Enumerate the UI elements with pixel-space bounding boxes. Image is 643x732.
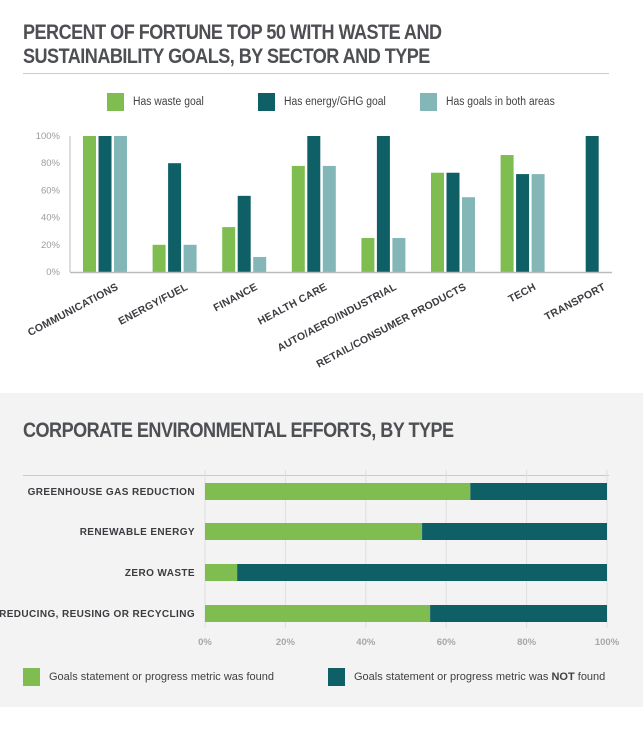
corporate-efforts-panel: CORPORATE ENVIRONMENTAL EFFORTS, BY TYPE: [0, 393, 643, 707]
bar-segment-not-found: [422, 523, 607, 540]
bar-energy: [307, 136, 321, 272]
x-tick-label: 60%: [437, 637, 457, 648]
legend-swatch-energy: [258, 93, 275, 111]
bar-waste: [152, 244, 166, 272]
x-tick-label: 40%: [356, 637, 376, 648]
bar-segment-found: [205, 523, 423, 540]
bar-segment-not-found: [430, 605, 607, 622]
chart-1-title: PERCENT OF FORTUNE TOP 50 WITH WASTE AND…: [23, 21, 442, 69]
chart-1-title-divider: [23, 73, 609, 74]
x-category-label: FINANCE: [212, 281, 260, 314]
y-category-label: RENEWABLE ENERGY: [80, 527, 195, 538]
legend-label-energy: Has energy/GHG goal: [284, 96, 386, 108]
bar-both: [114, 136, 127, 272]
y-tick-label: 0%: [46, 267, 60, 278]
bar-waste: [361, 238, 375, 272]
legend-label-not-found-prefix: Goals statement or progress metric was: [354, 671, 552, 683]
corporate-efforts-stacked-bar-chart: GREENHOUSE GAS REDUCTION RENEWABLE ENERGY…: [0, 470, 620, 648]
bar-both: [322, 165, 336, 272]
legend-swatch-waste: [107, 93, 124, 111]
bar-energy: [446, 172, 460, 272]
y-tick-label: 20%: [41, 240, 61, 251]
chart-1-title-line-2: SUSTAINABILITY GOALS, BY SECTOR AND TYPE: [23, 45, 430, 68]
bar-waste: [222, 227, 236, 272]
legend-item-waste: Has waste goal: [107, 93, 212, 111]
x-category-label: COMMUNICATIONS: [26, 281, 120, 339]
y-category-label: ZERO WASTE: [125, 568, 195, 579]
bar-energy: [585, 136, 599, 272]
legend-label-not-found: Goals statement or progress metric was N…: [354, 671, 605, 683]
bar-segment-found: [205, 483, 471, 500]
bar-energy: [237, 195, 251, 272]
chart-2-title-divider: [23, 475, 609, 476]
bar-segment-found: [205, 605, 431, 622]
bar-energy: [168, 163, 182, 272]
x-tick-label: 100%: [595, 637, 620, 648]
y-tick-label: 40%: [41, 213, 61, 224]
x-category-label: AUTO/AERO/INDUSTRIAL: [275, 281, 399, 354]
bar-segment-not-found: [237, 564, 607, 581]
bar-both: [253, 257, 267, 272]
legend-item-found: Goals statement or progress metric was f…: [23, 668, 274, 686]
legend-label-found: Goals statement or progress metric was f…: [49, 671, 274, 683]
legend-item-not-found: Goals statement or progress metric was N…: [328, 668, 605, 686]
y-tick-label: 60%: [41, 185, 61, 196]
legend-swatch-not-found: [328, 668, 345, 686]
x-category-label: ENERGY/FUEL: [116, 281, 190, 328]
bar-segment-found: [205, 564, 238, 581]
x-tick-label: 20%: [276, 637, 296, 648]
x-category-label: TECH: [506, 281, 538, 305]
legend-label-waste: Has waste goal: [133, 96, 204, 108]
legend-label-not-found-suffix: found: [574, 671, 606, 683]
x-category-label: TRANSPORT: [543, 281, 608, 323]
chart-2-title: CORPORATE ENVIRONMENTAL EFFORTS, BY TYPE: [23, 419, 454, 442]
x-tick-label: 0%: [198, 637, 212, 648]
legend-swatch-found: [23, 668, 40, 686]
bar-waste: [500, 155, 514, 272]
bar-energy: [516, 174, 530, 272]
bar-waste: [83, 136, 96, 272]
x-tick-label: 80%: [517, 637, 537, 648]
bar-waste: [431, 172, 444, 272]
bar-both: [392, 238, 406, 272]
legend-label-both: Has goals in both areas: [446, 96, 555, 108]
y-tick-label: 80%: [41, 158, 61, 169]
y-category-label: GREENHOUSE GAS REDUCTION: [28, 487, 195, 498]
chart-1-title-line-1: PERCENT OF FORTUNE TOP 50 WITH WASTE AND: [23, 21, 442, 44]
legend-item-both: Has goals in both areas: [420, 93, 567, 111]
bar-both: [531, 174, 545, 272]
legend-item-energy: Has energy/GHG goal: [258, 93, 397, 111]
bar-both: [462, 197, 475, 272]
y-category-label: REDUCING, REUSING OR RECYCLING: [0, 609, 195, 620]
bar-energy: [98, 136, 112, 272]
legend-swatch-both: [420, 93, 437, 111]
legend-label-not-found-emphasis: NOT: [551, 671, 575, 683]
bar-energy: [376, 136, 390, 272]
bar-both: [183, 244, 197, 272]
y-tick-label: 100%: [36, 131, 61, 142]
bar-segment-not-found: [470, 483, 607, 500]
bar-waste: [291, 165, 305, 272]
sector-goals-bar-chart: 0% 20% 40% 60% 80% 100% COMMUNICATIONSENERGY/…: [26, 131, 612, 370]
